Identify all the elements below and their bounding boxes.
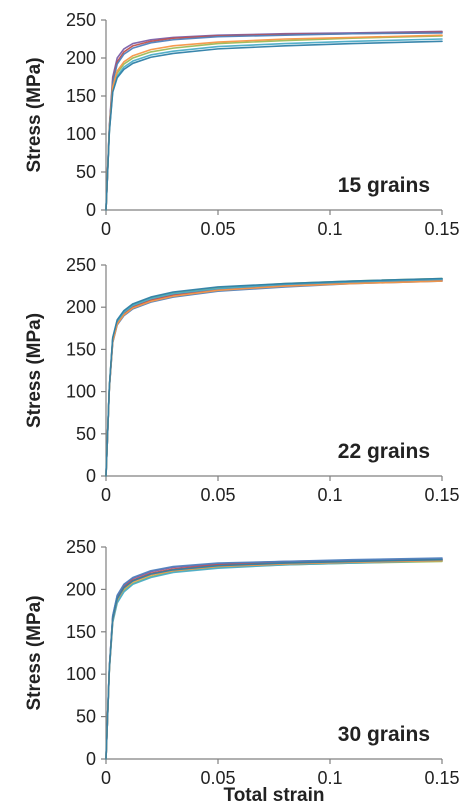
y-tick-label: 0 bbox=[86, 749, 96, 769]
y-tick-label: 200 bbox=[66, 297, 96, 317]
x-tick-label: 0.05 bbox=[200, 219, 235, 239]
y-tick-label: 200 bbox=[66, 579, 96, 599]
y-tick-label: 250 bbox=[66, 537, 96, 557]
y-axis-title: Stress (MPa) bbox=[24, 595, 45, 710]
x-tick-label: 0.05 bbox=[200, 485, 235, 505]
x-tick-label: 0.1 bbox=[317, 485, 342, 505]
y-tick-label: 50 bbox=[76, 162, 96, 182]
x-tick-label: 0 bbox=[101, 485, 111, 505]
x-tick-label: 0.1 bbox=[317, 219, 342, 239]
y-axis-title: Stress (MPa) bbox=[24, 313, 45, 428]
x-axis-title: Total strain bbox=[224, 785, 325, 805]
y-axis-title: Stress (MPa) bbox=[24, 57, 45, 172]
panel-annotation: 15 grains bbox=[338, 174, 430, 197]
y-tick-label: 250 bbox=[66, 255, 96, 275]
series-line bbox=[105, 40, 443, 211]
x-tick-label: 0.15 bbox=[424, 219, 459, 239]
x-tick-label: 0.05 bbox=[200, 768, 235, 788]
x-tick-label: 0 bbox=[101, 219, 111, 239]
x-tick-label: 0.15 bbox=[424, 768, 459, 788]
y-tick-label: 150 bbox=[66, 339, 96, 359]
series-line bbox=[105, 277, 443, 477]
y-tick-label: 150 bbox=[66, 622, 96, 642]
y-tick-label: 200 bbox=[66, 48, 96, 68]
y-tick-label: 100 bbox=[66, 664, 96, 684]
x-tick-label: 0.15 bbox=[424, 485, 459, 505]
x-tick-label: 0 bbox=[101, 768, 111, 788]
y-tick-label: 250 bbox=[66, 10, 96, 30]
panel-annotation: 30 grains bbox=[338, 723, 430, 746]
panel-annotation: 22 grains bbox=[338, 440, 430, 463]
y-tick-label: 50 bbox=[76, 707, 96, 727]
y-tick-label: 0 bbox=[86, 466, 96, 486]
y-tick-label: 100 bbox=[66, 124, 96, 144]
y-tick-label: 100 bbox=[66, 382, 96, 402]
y-tick-label: 0 bbox=[86, 200, 96, 220]
series-line bbox=[105, 558, 443, 760]
y-tick-label: 50 bbox=[76, 424, 96, 444]
y-tick-label: 150 bbox=[66, 86, 96, 106]
x-tick-label: 0.1 bbox=[317, 768, 342, 788]
